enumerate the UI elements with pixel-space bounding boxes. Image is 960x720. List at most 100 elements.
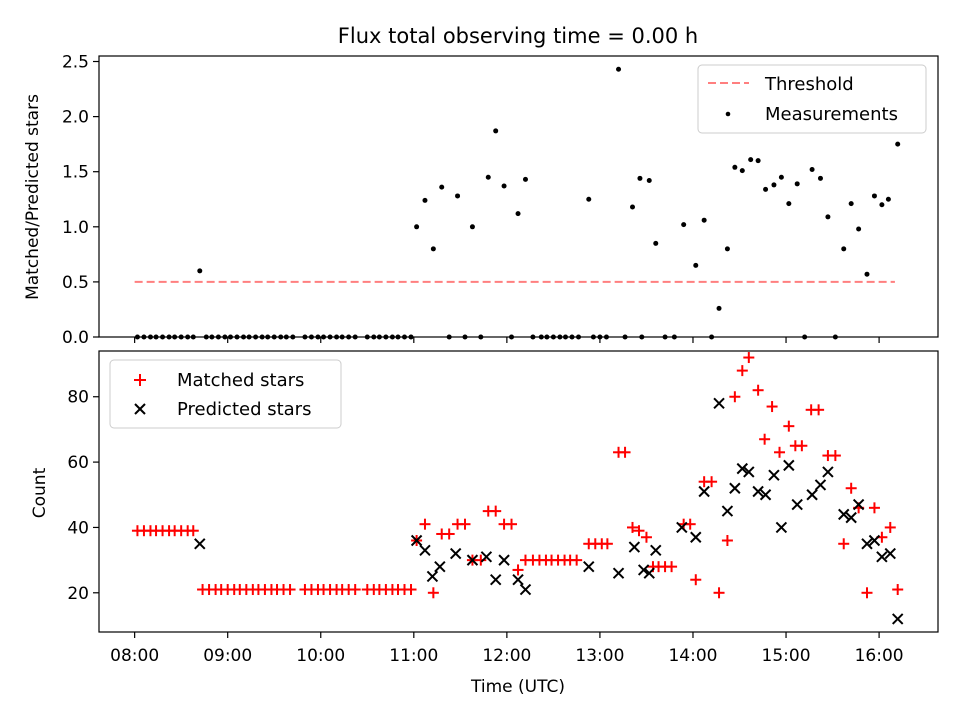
matched-star-point xyxy=(783,420,795,432)
matched-star-point xyxy=(845,482,857,494)
measurement-point xyxy=(825,214,831,220)
matched-star-point xyxy=(512,564,524,576)
measurement-point xyxy=(586,196,592,202)
x-tick-label: 12:00 xyxy=(482,646,531,666)
measurement-point xyxy=(755,158,761,164)
predicted-star-point xyxy=(852,498,865,511)
matched-star-point xyxy=(884,521,896,533)
y-tick-label: 40 xyxy=(67,518,89,538)
matched-star-point xyxy=(640,531,652,543)
measurement-point xyxy=(732,164,738,170)
measurement-point xyxy=(637,175,643,181)
measurement-point xyxy=(422,197,428,203)
matched-star-point xyxy=(721,535,733,547)
measurement-point xyxy=(771,182,777,188)
matched-star-point xyxy=(684,518,696,530)
y-tick-label: 60 xyxy=(67,453,89,473)
top-y-axis-ticks: 0.0 0.5 1.0 1.5 2.0 2.5 xyxy=(62,53,99,348)
measurement-point xyxy=(485,174,491,180)
predicted-star-point xyxy=(690,531,702,543)
measurement-point xyxy=(501,183,507,189)
measurement-point xyxy=(856,226,862,232)
legend-matched-swatch xyxy=(134,374,146,386)
predicted-star-point xyxy=(845,511,857,524)
bottom-x-axis-ticks: 08:00 09:00 10:00 11:00 12:00 13:00 14:00 15:00… xyxy=(110,632,904,666)
bottom-x-axis-label: Time (UTC) xyxy=(470,677,565,697)
measurement-point xyxy=(864,271,870,277)
measurement-point xyxy=(885,196,891,202)
matched-star-point xyxy=(601,538,613,550)
matched-star-point xyxy=(752,384,764,396)
bottom-data-marks xyxy=(131,352,904,625)
predicted-star-point xyxy=(628,541,641,553)
predicted-star-point xyxy=(868,534,881,547)
measurement-point xyxy=(724,246,730,252)
matched-star-point xyxy=(619,446,631,458)
measurement-point xyxy=(716,305,722,311)
legend-predicted-swatch xyxy=(134,403,146,415)
predicted-star-point xyxy=(884,547,896,560)
matched-star-point xyxy=(743,352,755,364)
top-legend-box xyxy=(697,64,927,134)
measurement-point xyxy=(681,222,687,228)
predicted-star-point xyxy=(822,466,834,478)
matched-star-point xyxy=(459,518,471,530)
predicted-star-point xyxy=(713,397,725,409)
y-tick-label: 2.5 xyxy=(62,53,89,73)
predicted-star-point xyxy=(814,479,827,491)
y-tick-label: 20 xyxy=(67,584,89,604)
predicted-star-point xyxy=(791,498,803,511)
predicted-star-point xyxy=(583,560,595,573)
matched-star-point xyxy=(736,365,748,377)
predicted-star-point xyxy=(194,538,206,550)
matched-star-point xyxy=(706,476,718,488)
matched-star-point xyxy=(838,538,850,550)
measurement-point xyxy=(693,262,699,268)
chart-title: Flux total observing time = 0.00 h xyxy=(338,24,698,48)
predicted-star-point xyxy=(612,567,625,579)
matched-star-point xyxy=(427,587,439,599)
y-tick-label: 0.5 xyxy=(62,273,89,293)
top-panel: 0.0 0.5 1.0 1.5 2.0 2.5 Matched/Predicted sta… xyxy=(23,53,939,348)
predicted-star-point xyxy=(759,489,772,501)
predicted-star-point xyxy=(519,583,532,596)
matched-star-point xyxy=(349,584,361,596)
predicted-star-point xyxy=(861,538,873,550)
measurement-point xyxy=(786,201,792,207)
predicted-star-point xyxy=(650,544,662,557)
measurement-point xyxy=(794,181,800,187)
legend-matched-label: Matched stars xyxy=(177,370,304,391)
measurement-point xyxy=(748,157,754,163)
x-tick-label: 08:00 xyxy=(110,646,159,666)
matched-star-point xyxy=(829,450,841,462)
matched-star-point xyxy=(405,584,417,596)
measurement-point xyxy=(653,240,659,246)
predicted-star-point xyxy=(498,554,510,566)
predicted-star-point xyxy=(768,469,780,481)
measurement-point xyxy=(616,66,622,72)
y-tick-label: 1.0 xyxy=(62,218,89,238)
legend-measurements-swatch xyxy=(725,111,731,117)
matched-star-point xyxy=(861,587,873,599)
predicted-star-point xyxy=(729,482,741,494)
measurement-point xyxy=(646,178,652,184)
measurement-point xyxy=(493,128,499,134)
measurement-point xyxy=(848,201,854,207)
bottom-legend: Matched stars Predicted stars xyxy=(109,359,342,429)
measurement-point xyxy=(439,184,445,190)
top-legend: Threshold Measurements xyxy=(697,64,927,134)
top-data-marks xyxy=(134,66,901,340)
matched-star-point xyxy=(284,584,296,596)
matched-star-point xyxy=(868,502,880,514)
x-tick-label: 15:00 xyxy=(762,646,811,666)
matched-star-point xyxy=(633,525,645,537)
predicted-star-point xyxy=(676,521,688,534)
bottom-y-axis-ticks: 20 40 60 80 xyxy=(67,388,99,604)
predicted-star-point xyxy=(480,551,493,563)
x-tick-label: 10:00 xyxy=(296,646,345,666)
predicted-star-point xyxy=(419,544,431,557)
measurement-point xyxy=(701,217,707,223)
predicted-star-point xyxy=(426,570,439,583)
predicted-star-point xyxy=(449,547,462,560)
